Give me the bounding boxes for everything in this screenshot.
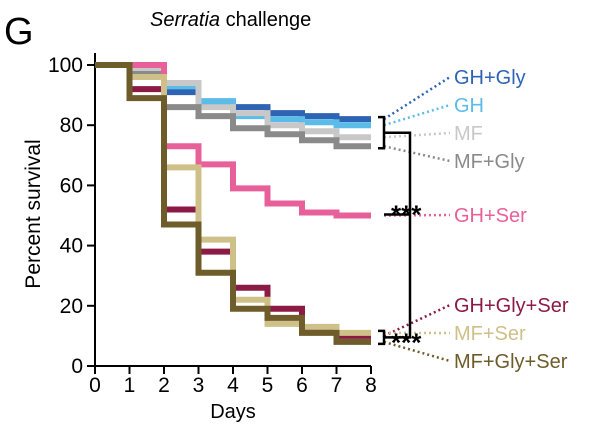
x-tick-label: 8	[365, 374, 377, 397]
y-tick-label: 60	[60, 174, 83, 197]
y-axis-label: Percent survival	[22, 139, 45, 288]
panel-label: G	[4, 11, 34, 53]
significance-stars-top: ***	[391, 200, 422, 230]
legend-label: MF+Gly	[454, 151, 525, 173]
legend-label: GH+Gly+Ser	[454, 295, 569, 317]
plot-lines	[95, 62, 371, 345]
series-line-mf	[95, 62, 371, 141]
y-tick-label: 80	[60, 114, 83, 137]
significance-brackets: *** ***	[378, 115, 422, 357]
legend-label: MF+Gly+Ser	[454, 351, 568, 373]
chart-title: Serratia challenge	[150, 9, 311, 31]
series-line-mf-ser	[95, 62, 371, 336]
legend-leader	[383, 75, 451, 121]
chart-title-rest: challenge	[220, 9, 311, 31]
chart-title-italic: Serratia	[150, 9, 220, 31]
x-tick-label: 3	[193, 374, 205, 397]
bracket-control-groups	[378, 115, 386, 150]
legend-leader	[383, 303, 451, 338]
legend-label: GH+Ser	[454, 205, 527, 227]
bracket-connector	[384, 131, 412, 339]
series-line-mf-gly	[95, 62, 371, 150]
y-tick-label: 0	[71, 355, 83, 378]
x-tick-label: 4	[227, 374, 239, 397]
legend-leader	[383, 145, 451, 163]
bracket-gly-ser-groups	[378, 329, 386, 346]
x-tick-label: 2	[158, 374, 170, 397]
y-tick-label: 40	[60, 235, 83, 258]
x-tick-label: 6	[296, 374, 308, 397]
x-tick-label: 7	[331, 374, 343, 397]
significance-stars-bottom: ***	[391, 327, 422, 357]
legend-leader	[383, 340, 451, 363]
legend-label: MF	[454, 123, 483, 145]
y-tick-label: 100	[48, 54, 83, 77]
legend-label: GH+Gly	[454, 67, 526, 89]
legend-label: MF+Ser	[454, 323, 526, 345]
x-tick-label: 0	[89, 374, 101, 397]
legend-leader	[383, 103, 451, 127]
series-line-mf-gly-ser	[95, 62, 371, 345]
x-axis-label: Days	[210, 401, 256, 423]
legend-leader	[383, 131, 451, 139]
legend-label: GH	[454, 95, 484, 117]
x-tick-label: 5	[262, 374, 274, 397]
y-tick-label: 20	[60, 295, 83, 318]
x-tick-label: 1	[124, 374, 136, 397]
